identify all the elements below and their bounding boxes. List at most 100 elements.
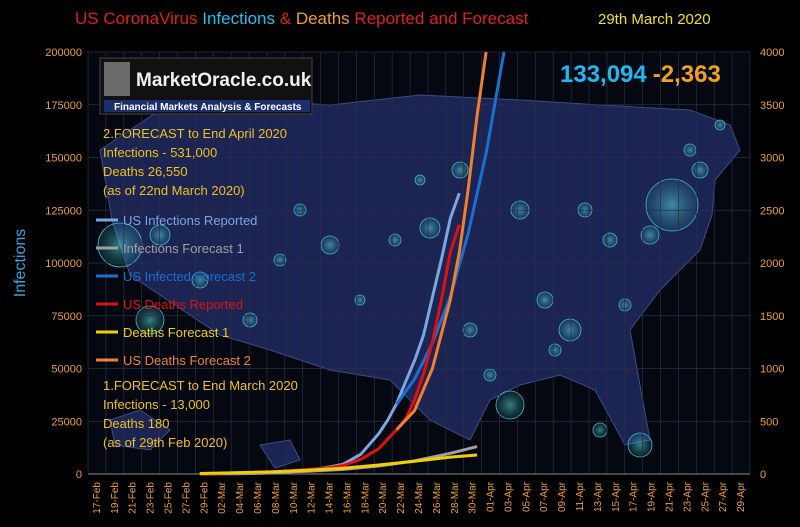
- x-tick: 02-Mar: [217, 481, 228, 513]
- case-bubble: [640, 225, 660, 245]
- x-tick: 27-Apr: [718, 481, 729, 512]
- note-line: (as of 29th Feb 2020): [103, 435, 227, 450]
- case-bubble: [683, 143, 697, 157]
- x-tick: 18-Mar: [360, 481, 371, 513]
- case-bubble: [451, 161, 469, 179]
- logo-tagline: Financial Markets Analysis & Forecasts: [114, 102, 302, 113]
- y-tick-right: 4000: [760, 47, 784, 59]
- y-axis-label: Infections: [12, 229, 29, 297]
- case-bubble: [592, 422, 608, 438]
- x-tick: 09-Apr: [557, 481, 568, 512]
- x-tick: 20-Mar: [378, 481, 389, 513]
- title-part5: Reported and Forecast: [350, 9, 529, 28]
- x-tick: 11-Apr: [575, 481, 586, 511]
- title-part4: Deaths: [296, 9, 350, 28]
- x-tick: 06-Mar: [253, 481, 264, 513]
- headline: 133,094 -2,363: [560, 61, 721, 88]
- series-line: [199, 453, 478, 475]
- forecast-note-april: 2.FORECAST to End April 2020 Infections -…: [103, 126, 287, 198]
- case-bubble: [495, 390, 525, 420]
- legend-label: US Deaths Forecast 2: [123, 353, 251, 368]
- y-tick-left: 50000: [51, 364, 82, 376]
- x-tick: 03-Apr: [503, 481, 514, 512]
- note-line: Deaths 26,550: [103, 164, 188, 179]
- x-tick: 10-Mar: [289, 481, 300, 513]
- note-line: Infections - 13,000: [103, 397, 210, 412]
- us-map-background: [99, 94, 741, 469]
- legend-label: US Infected Forecast 2: [123, 269, 256, 284]
- case-bubble: [388, 233, 402, 247]
- x-tick: 16-Mar: [342, 481, 353, 513]
- x-tick: 25-Feb: [164, 482, 175, 514]
- legend-label: Deaths Forecast 1: [123, 325, 229, 340]
- chart-title: US CoronaVirus Infections & Deaths Repor…: [75, 9, 529, 28]
- y-tick-right: 500: [760, 416, 778, 428]
- legend-label: US Deaths Reported: [123, 297, 243, 312]
- x-tick: 29-Feb: [199, 482, 210, 514]
- note-line: 2.FORECAST to End April 2020: [103, 126, 287, 141]
- series-line: [395, 51, 488, 431]
- y-tick-left: 200000: [45, 47, 82, 59]
- case-bubble: [242, 312, 258, 328]
- y-tick-right: 2000: [760, 258, 784, 270]
- note-line: 1.FORECAST to End March 2020: [103, 378, 298, 393]
- y-tick-left: 75000: [51, 311, 82, 323]
- right-y-ticks: 0 500 1000 1500 2000 2500 3000 3500 4000: [760, 47, 784, 481]
- title-part1: US CoronaVirus: [75, 9, 202, 28]
- y-tick-left: 0: [76, 469, 82, 481]
- x-tick: 27-Feb: [181, 482, 192, 514]
- x-tick: 17-Apr: [629, 481, 640, 512]
- logo-name: MarketOracle.co.uk: [136, 70, 312, 91]
- case-bubble: [536, 291, 554, 309]
- case-bubble: [419, 217, 441, 239]
- y-tick-right: 3000: [760, 153, 784, 165]
- note-line: Infections - 531,000: [103, 145, 217, 160]
- x-tick: 26-Mar: [432, 481, 443, 513]
- y-tick-right: 1500: [760, 311, 784, 323]
- case-bubble: [462, 322, 478, 338]
- gridlines: [87, 51, 751, 475]
- y-tick-left: 175000: [45, 100, 82, 112]
- x-tick: 07-Apr: [539, 481, 550, 512]
- x-tick: 14-Mar: [325, 481, 336, 513]
- x-tick: 12-Mar: [307, 481, 318, 513]
- title-part2: Infections: [202, 9, 275, 28]
- x-tick: 01-Apr: [486, 481, 497, 512]
- x-tick: 05-Apr: [521, 481, 532, 512]
- title-date: 29th March 2020: [598, 11, 711, 28]
- y-tick-right: 3500: [760, 100, 784, 112]
- legend-label: Infections Forecast 1: [123, 241, 244, 256]
- headline-deaths: -2,363: [653, 61, 721, 88]
- case-bubble: [645, 178, 699, 232]
- legend-label: US Infections Reported: [123, 213, 257, 228]
- x-tick: 23-Feb: [146, 482, 157, 514]
- case-bubble: [135, 305, 165, 335]
- case-bubble: [149, 224, 171, 246]
- x-tick: 19-Feb: [110, 482, 121, 514]
- y-tick-left: 125000: [45, 205, 82, 217]
- case-bubble: [483, 368, 497, 382]
- note-line: (as of 22nd March 2020): [103, 183, 245, 198]
- x-tick: 21-Apr: [664, 481, 675, 512]
- x-tick: 23-Apr: [682, 481, 693, 512]
- y-tick-right: 2500: [760, 205, 784, 217]
- title-part3: &: [275, 9, 296, 28]
- case-bubble: [191, 271, 209, 289]
- case-bubble: [320, 235, 340, 255]
- case-bubble: [354, 294, 366, 306]
- x-ticks: 17-Feb 19-Feb 21-Feb 23-Feb 25-Feb 27-Feb 29-F…: [92, 481, 747, 513]
- note-line: Deaths 180: [103, 416, 170, 431]
- y-tick-left: 100000: [45, 258, 82, 270]
- x-tick: 13-Apr: [593, 481, 604, 512]
- case-bubble: [558, 318, 582, 342]
- y-tick-right: 1000: [760, 364, 784, 376]
- x-tick: 17-Feb: [92, 482, 103, 514]
- x-tick: 28-Mar: [450, 481, 461, 513]
- x-tick: 08-Mar: [271, 481, 282, 513]
- case-bubble: [714, 119, 726, 131]
- legend: US Infections Reported Infections Forecas…: [96, 213, 257, 368]
- x-tick: 21-Feb: [128, 482, 139, 514]
- x-tick: 19-Apr: [647, 481, 658, 512]
- x-tick: 22-Mar: [396, 481, 407, 513]
